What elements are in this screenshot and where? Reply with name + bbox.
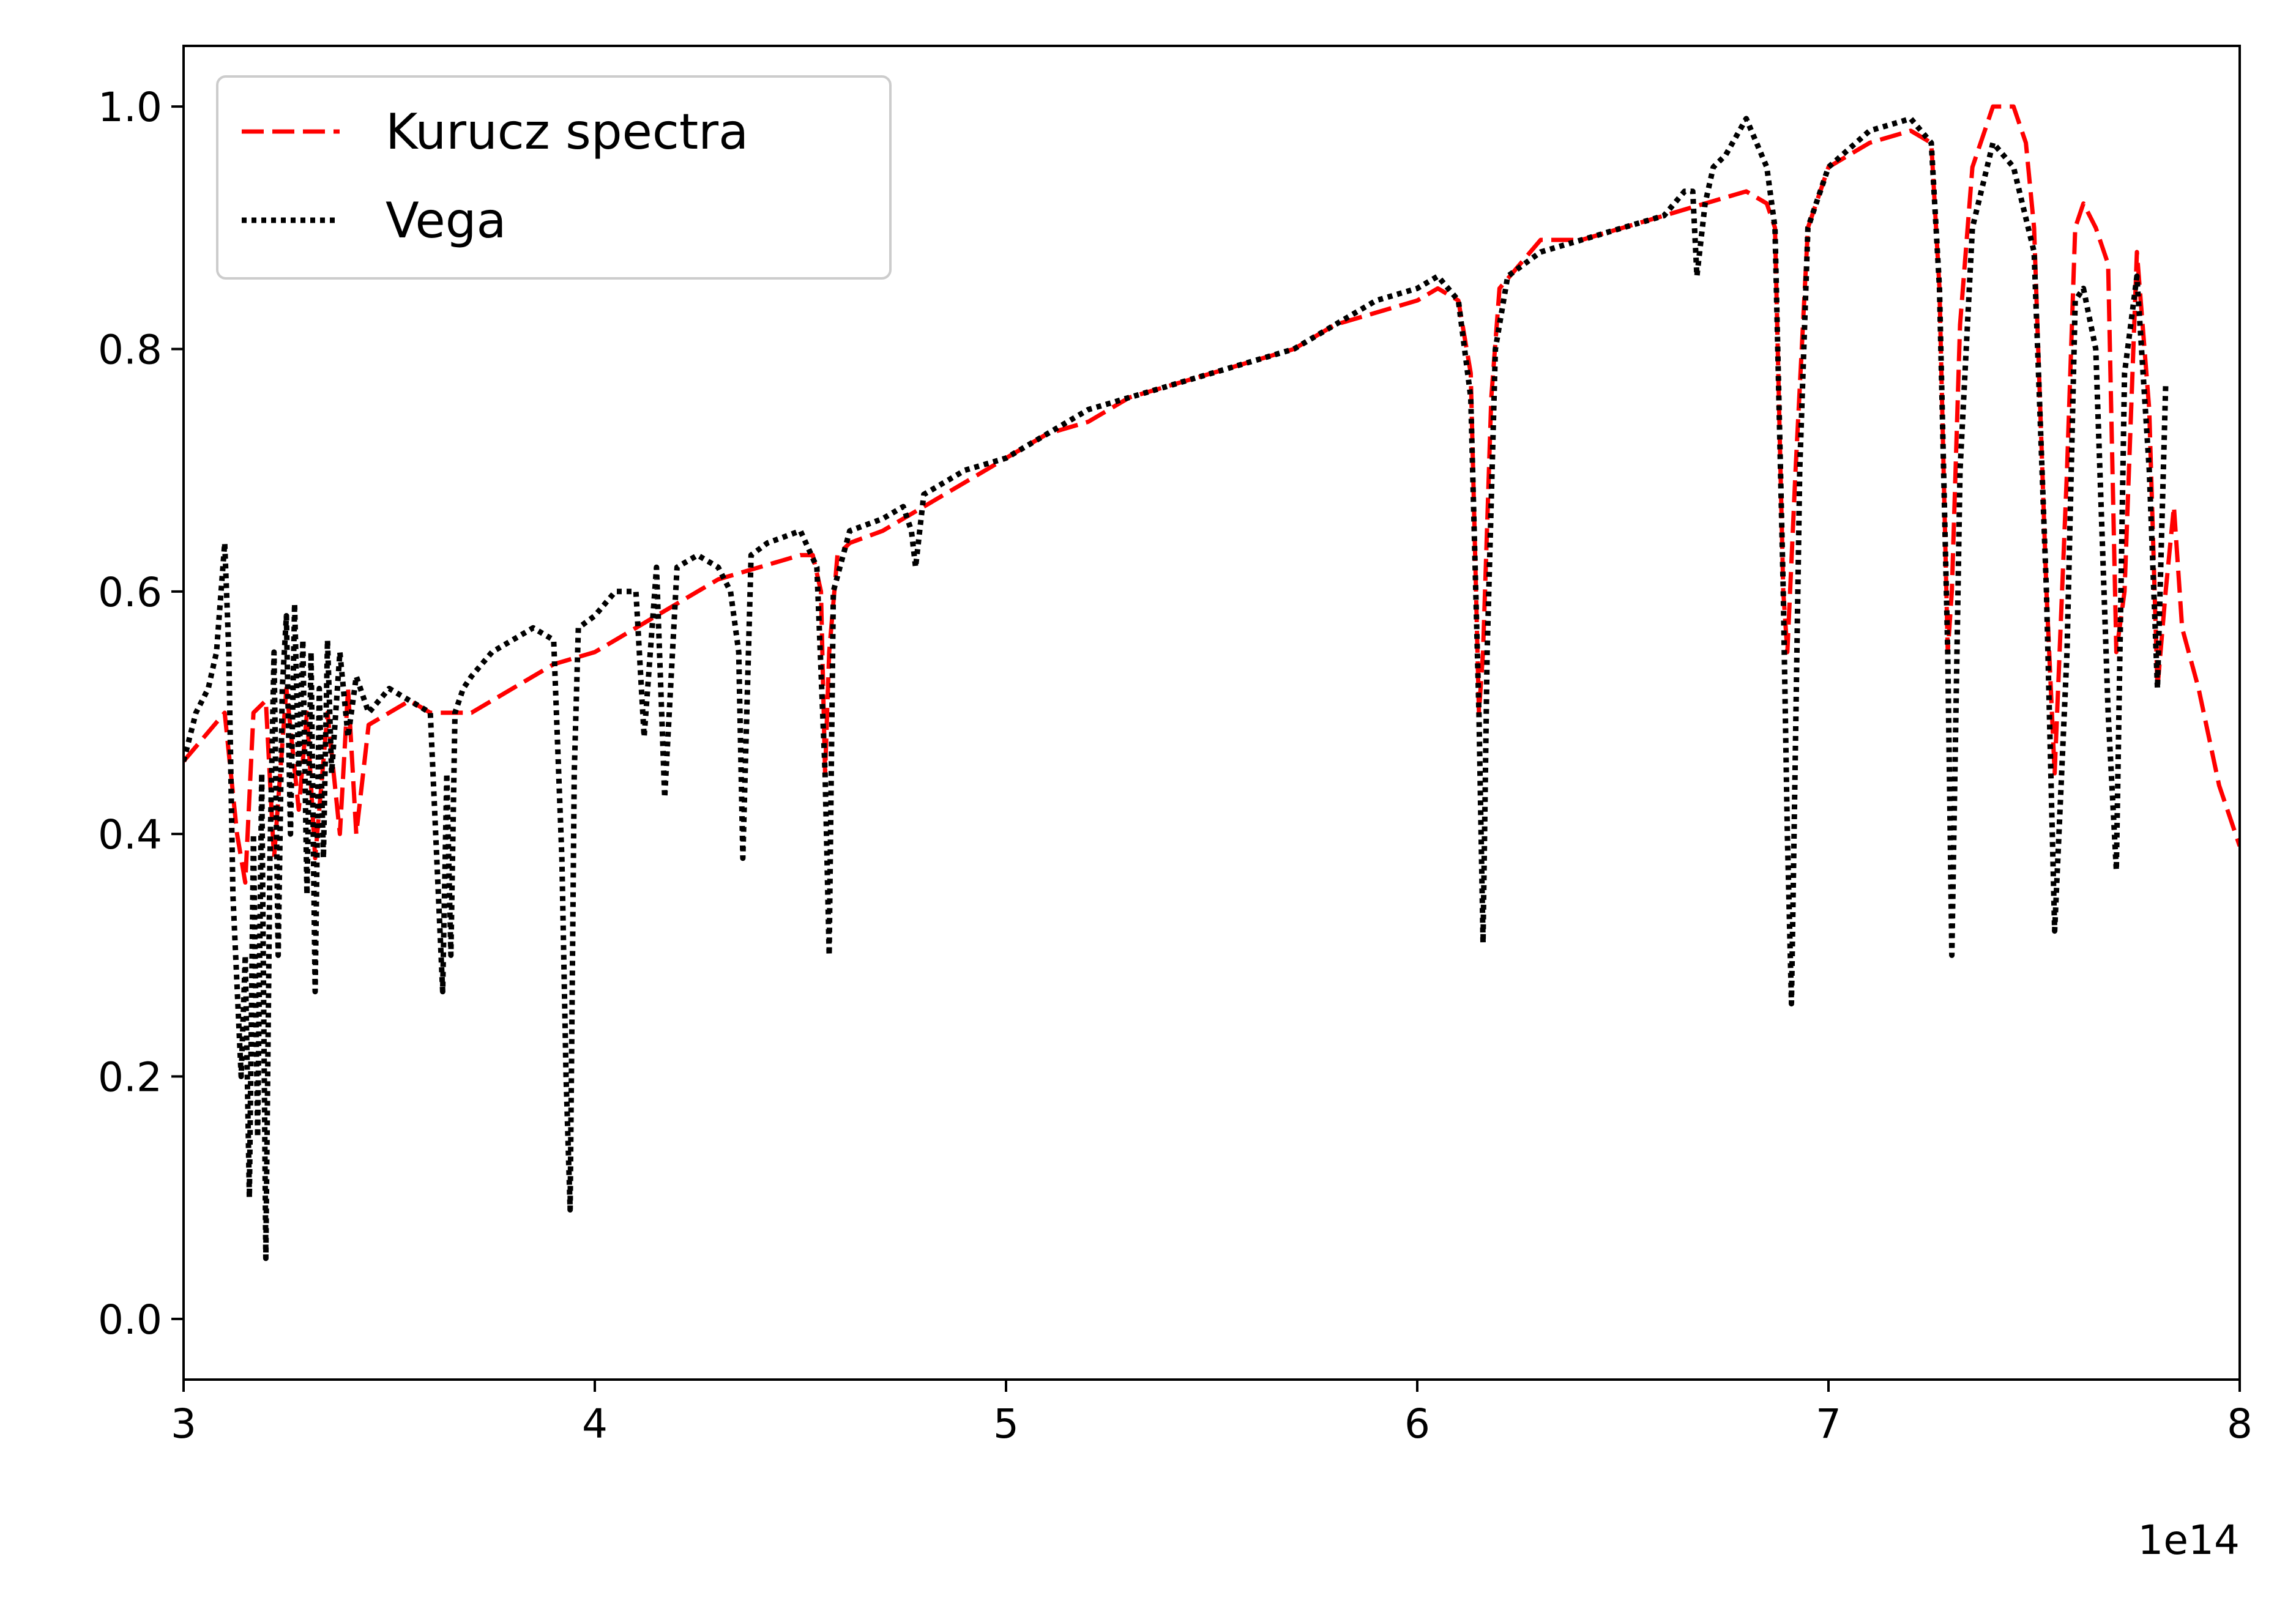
axes-frame — [182, 45, 2241, 1381]
y-tick-label: 0.0 — [98, 1296, 162, 1343]
x-axis: 3 4 5 6 7 8 — [171, 1380, 2253, 1447]
x-tick-label: 7 — [1816, 1400, 1841, 1447]
y-tick-label: 0.8 — [98, 326, 162, 373]
legend-box — [216, 75, 892, 280]
x-tick-label: 6 — [1404, 1400, 1430, 1447]
series-line-0 — [184, 104, 2240, 885]
x-tick-label: 8 — [2227, 1400, 2253, 1447]
x-tick-label: 4 — [582, 1400, 608, 1447]
x-tick-label: 5 — [993, 1400, 1019, 1447]
legend-label-0: Kurucz spectra — [386, 103, 748, 160]
y-tick-label: 0.2 — [98, 1054, 162, 1101]
legend-label-1: Vega — [386, 192, 507, 249]
x-tick-label: 3 — [171, 1400, 196, 1447]
x-offset-label: 1e14 — [2138, 1517, 2240, 1564]
legend: Kurucz spectra Vega — [216, 75, 892, 280]
y-tick-label: 0.6 — [98, 569, 162, 616]
y-tick-label: 0.4 — [98, 811, 162, 858]
y-tick-label: 1.0 — [98, 84, 162, 131]
series-line-1 — [184, 116, 2169, 1262]
y-axis: 0.0 0.2 0.4 0.6 0.8 1.0 — [98, 84, 184, 1343]
series-layer — [184, 104, 2240, 1262]
